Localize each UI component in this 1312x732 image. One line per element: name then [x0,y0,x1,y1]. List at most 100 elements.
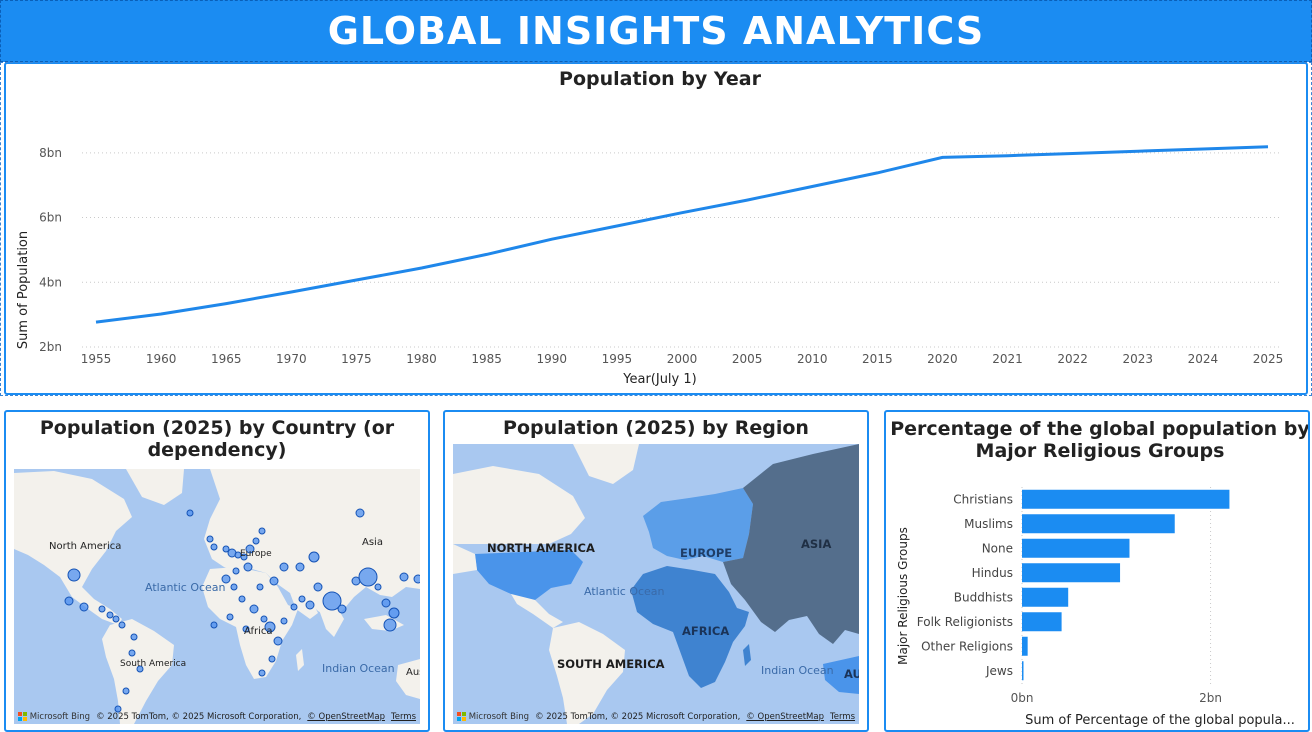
country-bubble[interactable] [118,621,126,629]
region-label-north-america: NORTH AMERICA [487,541,595,555]
country-bubble[interactable] [399,572,409,582]
bar-christians[interactable] [1022,489,1230,509]
map-label-asia: Asia [362,537,383,548]
country-bubble[interactable] [413,574,420,584]
map-attribution: Microsoft Bing © 2025 TomTom, © 2025 Mic… [18,712,416,722]
bar-jews[interactable] [1022,661,1024,681]
bar-category-label: Jews [985,664,1013,678]
country-bubble-map[interactable]: North America Europe Asia Atlantic Ocean… [14,469,420,724]
country-bubble[interactable] [67,568,81,582]
country-bubble[interactable] [186,509,194,517]
country-bubble[interactable] [308,551,320,563]
country-map-title: Population (2025) by Country (or depende… [39,417,395,461]
x-tick-label: 1965 [211,352,242,366]
religion-bar-chart[interactable]: Percentage of the global population by M… [886,412,1308,730]
region-label-atlantic: Atlantic Ocean [584,585,665,598]
country-bubble[interactable] [242,625,250,633]
religious-groups-visual[interactable]: Percentage of the global population by M… [884,410,1310,732]
region-map-attribution: Microsoft Bing © 2025 TomTom, © 2025 Mic… [457,712,855,722]
country-bubble[interactable] [226,613,234,621]
osm-link[interactable]: © OpenStreetMap [307,712,385,722]
bar-muslims[interactable] [1022,514,1175,534]
terms-link[interactable]: Terms [390,712,416,722]
country-bubble[interactable] [258,527,266,535]
country-bubble[interactable] [268,655,276,663]
country-bubble[interactable] [337,604,347,614]
country-bubble[interactable] [273,636,283,646]
region-label-europe: EUROPE [680,546,732,560]
osm-link[interactable]: © OpenStreetMap [746,712,824,722]
country-bubble[interactable] [279,562,289,572]
country-bubble[interactable] [240,553,248,561]
country-bubble[interactable] [238,595,246,603]
region-filled-map[interactable]: NORTH AMERICA EUROPE ASIA Atlantic Ocean… [453,444,859,724]
country-bubble[interactable] [322,591,342,611]
country-bubble[interactable] [305,600,315,610]
country-bubble[interactable] [298,595,306,603]
country-bubble[interactable] [249,604,259,614]
country-bubble[interactable] [136,665,144,673]
x-tick-label: 2000 [667,352,698,366]
y-tick-label: 6bn [39,211,62,225]
map-label-indian-ocean: Indian Ocean [322,662,395,675]
country-bubble[interactable] [210,543,218,551]
microsoft-logo-icon [457,712,466,722]
population-by-year-visual[interactable]: Population by Year 2bn 4bn 6bn 8bn 1955 1960… [4,62,1308,395]
country-bubble[interactable] [122,687,130,695]
country-bubble[interactable] [264,621,276,633]
bar-buddhists[interactable] [1022,587,1069,607]
x-tick-label: 1975 [341,352,372,366]
country-bubble[interactable] [295,562,305,572]
country-bubble[interactable] [358,567,378,587]
country-bubble[interactable] [210,621,218,629]
country-bubble[interactable] [128,649,136,657]
country-bubble[interactable] [290,603,298,611]
country-bubble[interactable] [243,562,253,572]
country-bubble[interactable] [355,508,365,518]
y-tick-label: 4bn [39,275,62,289]
microsoft-logo-icon [18,712,27,722]
country-bubble[interactable] [260,615,268,623]
y-tick-label: 2bn [39,340,62,354]
bar-folk-religionists[interactable] [1022,612,1062,632]
bar-none[interactable] [1022,538,1130,558]
country-bubble[interactable] [269,576,279,586]
country-bubble[interactable] [221,574,231,584]
country-bubble[interactable] [313,582,323,592]
population-by-country-visual[interactable]: Population (2025) by Country (or depende… [4,410,430,732]
country-bubble[interactable] [64,596,74,606]
country-bubble[interactable] [222,545,230,553]
country-bubble[interactable] [258,669,266,677]
country-bubble[interactable] [79,602,89,612]
country-bubble[interactable] [252,537,260,545]
country-bubble[interactable] [245,544,255,554]
country-bubble[interactable] [234,551,242,559]
country-bubble[interactable] [112,615,120,623]
country-bubble[interactable] [130,633,138,641]
population-line-chart[interactable]: Population by Year 2bn 4bn 6bn 8bn 1955 1960… [6,64,1306,393]
bar-other-religions[interactable] [1022,636,1028,656]
country-bubble[interactable] [388,607,400,619]
country-bubble[interactable] [383,618,397,632]
region-label-south-america: SOUTH AMERICA [557,657,665,671]
country-bubble[interactable] [374,583,382,591]
population-by-region-visual[interactable]: Population (2025) by Region NORT [443,410,869,732]
country-bubble[interactable] [256,583,264,591]
country-bubble[interactable] [280,617,288,625]
x-tick-label: 1960 [146,352,177,366]
population-series-line[interactable] [95,145,1269,324]
bar-category-label: None [982,541,1013,555]
bar-hindus[interactable] [1022,563,1121,583]
country-bubble[interactable] [206,535,214,543]
x-tick-label: 2020 [927,352,958,366]
country-bubble[interactable] [114,705,122,713]
country-bubble[interactable] [230,583,238,591]
country-bubble[interactable] [381,598,391,608]
dashboard-title: GLOBAL INSIGHTS ANALYTICS [327,9,985,53]
country-bubble[interactable] [106,611,114,619]
country-bubble[interactable] [232,567,240,575]
terms-link[interactable]: Terms [829,712,855,722]
x-tick-label: 2021 [992,352,1023,366]
country-bubble[interactable] [98,605,106,613]
x-axis-title: Year(July 1) [622,372,696,387]
